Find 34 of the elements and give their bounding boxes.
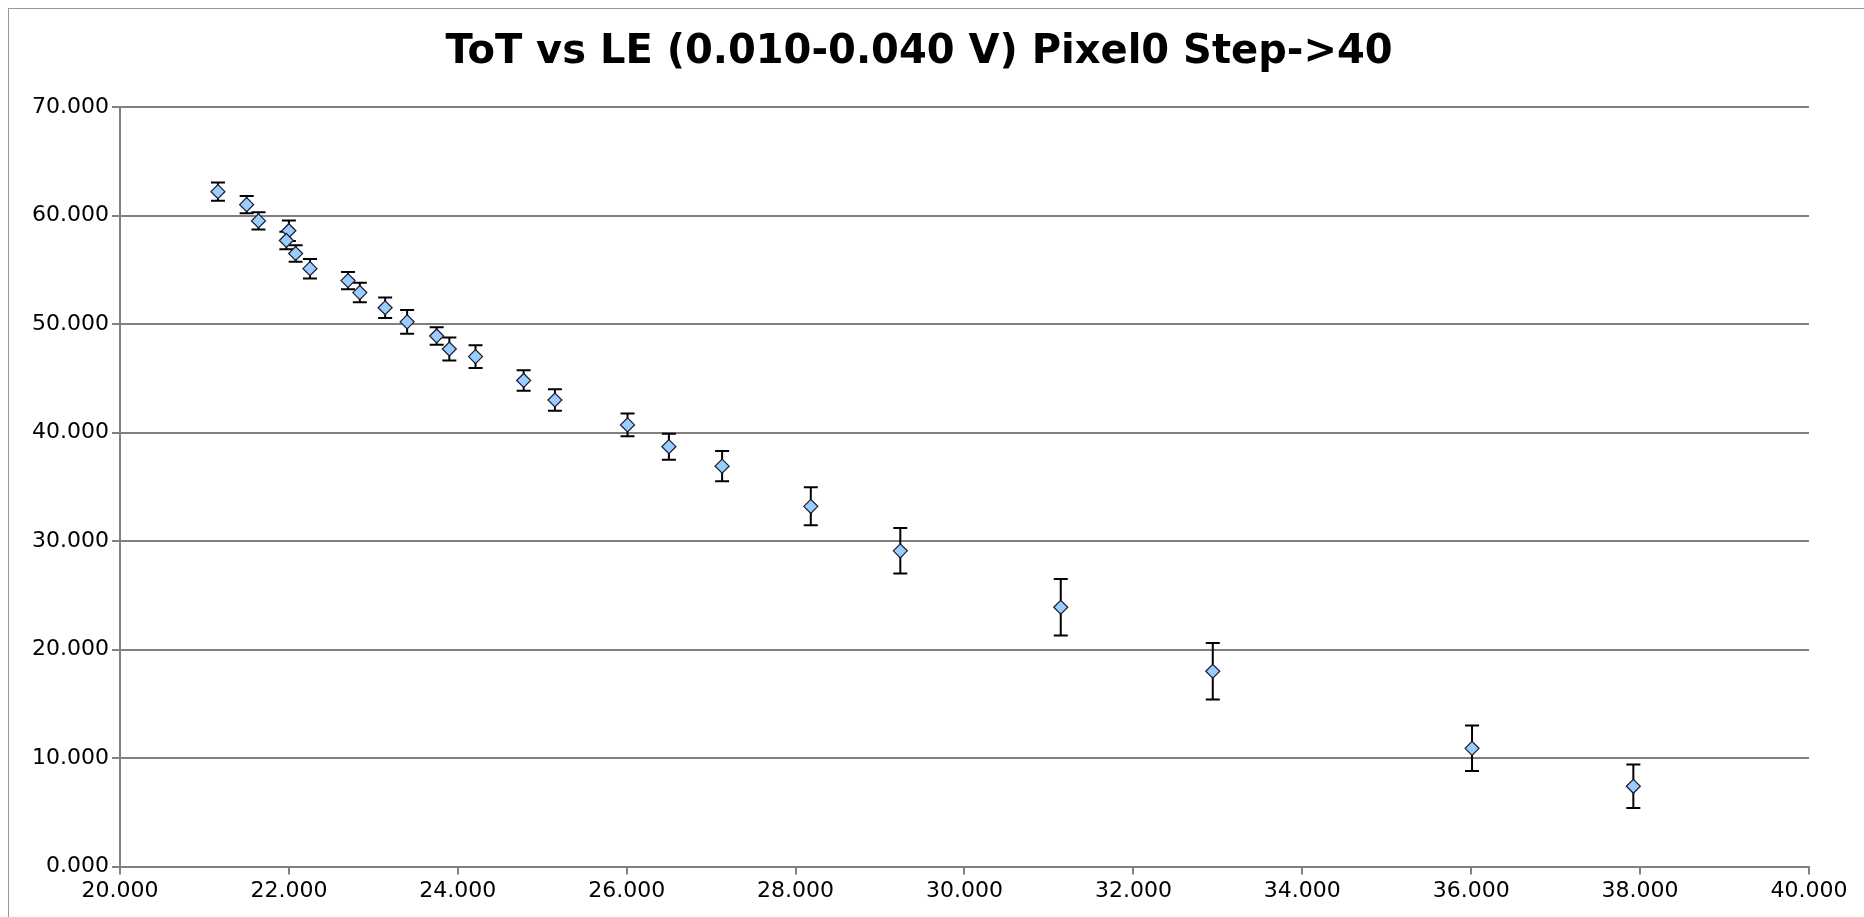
x-tick-label: 34.000 — [1263, 876, 1341, 902]
point — [892, 543, 908, 559]
y-tick-label: 40.000 — [31, 418, 109, 444]
point — [1205, 663, 1221, 679]
y-tick-label: 20.000 — [31, 635, 109, 661]
y-tick-label: 10.000 — [31, 743, 109, 769]
x-tick-label: 36.000 — [1432, 876, 1510, 902]
chart-title: ToT vs LE (0.010-0.040 V) Pixel0 Step->40 — [445, 26, 1393, 73]
point — [803, 498, 819, 514]
x-tick-label: 30.000 — [926, 876, 1003, 902]
y-tick-label: 50.000 — [31, 309, 109, 335]
x-tick-label: 40.000 — [1770, 876, 1848, 902]
x-tick-label: 38.000 — [1601, 876, 1679, 902]
x-tick-label: 22.000 — [250, 876, 328, 902]
y-tick-label: 70.000 — [31, 92, 109, 118]
point — [1625, 778, 1641, 794]
point — [467, 348, 484, 365]
point — [1464, 740, 1480, 756]
y-tick-label: 0.000 — [45, 852, 109, 878]
point — [1053, 599, 1069, 615]
x-tick-label: 32.000 — [1094, 876, 1172, 902]
point — [619, 417, 636, 433]
x-tick-label: 24.000 — [419, 876, 497, 902]
x-tick-label: 26.000 — [588, 876, 666, 902]
y-tick-label: 30.000 — [31, 526, 109, 552]
y-tick-label: 60.000 — [31, 201, 109, 227]
x-tick-label: 28.000 — [757, 876, 835, 902]
point — [399, 314, 415, 330]
point — [377, 300, 393, 316]
point — [661, 439, 677, 455]
point — [714, 458, 730, 474]
x-tick-label: 20.000 — [81, 876, 159, 902]
point — [547, 392, 563, 408]
point — [441, 341, 457, 357]
